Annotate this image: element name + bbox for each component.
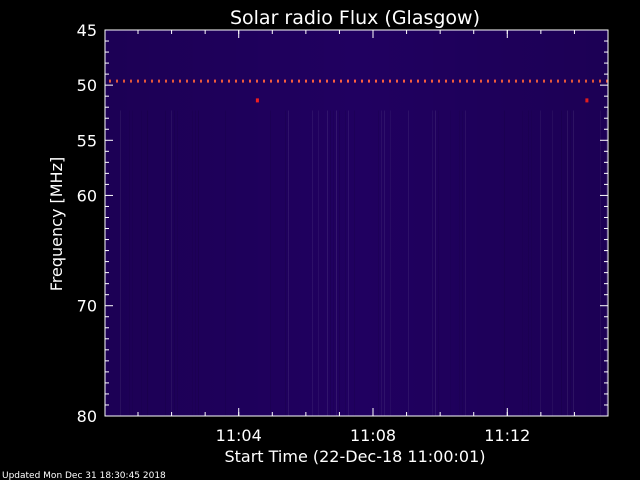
y-tick-label-55: 55 — [77, 131, 97, 150]
x-tick-label-1112: 11:12 — [484, 426, 530, 445]
y-tick-label-45: 45 — [77, 21, 97, 40]
spectrogram-plot-area — [105, 30, 608, 417]
x-axis-ticks: 11:04 11:08 11:12 — [137, 30, 609, 445]
x-tick-label-1108: 11:08 — [350, 426, 396, 445]
x-tick-label-1104: 11:04 — [216, 426, 262, 445]
y-tick-label-80: 80 — [77, 407, 97, 426]
y-axis-label: Frequency [MHz] — [47, 157, 66, 291]
y-tick-label-70: 70 — [77, 297, 97, 316]
x-axis-label: Start Time (22-Dec-18 11:00:01) — [224, 447, 485, 466]
y-tick-label-60: 60 — [77, 186, 97, 205]
y-axis-ticks: 45 50 55 60 70 80 — [77, 21, 608, 426]
plot-frame — [104, 29, 609, 417]
chart-title: Solar radio Flux (Glasgow) — [230, 7, 480, 29]
updated-footer: Updated Mon Dec 31 18:30:45 2018 — [2, 471, 166, 480]
y-tick-label-50: 50 — [77, 76, 97, 95]
